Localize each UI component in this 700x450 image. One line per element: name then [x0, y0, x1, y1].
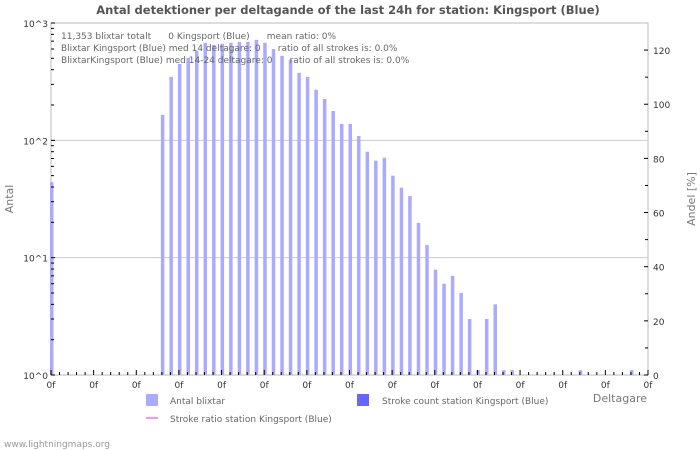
bar — [348, 123, 352, 375]
x-tick-label: 0f — [345, 381, 355, 391]
bar — [408, 196, 412, 375]
bar — [331, 110, 335, 376]
chart-title: Antal detektioner per deltagande of the … — [96, 3, 600, 17]
y2-tick-label: 60 — [653, 210, 665, 220]
y2-tick-label: 0 — [653, 372, 659, 382]
legend-label-antal-blixtar: Antal blixtar — [170, 397, 225, 407]
bar — [288, 59, 293, 375]
annotation-line-3: BlixtarKingsport (Blue) med 14-24 deltag… — [61, 56, 410, 66]
x-tick-label: 0f — [132, 381, 142, 391]
bar — [374, 160, 378, 375]
annotation-line-2: Blixtar Kingsport (Blue) med 14 deltagar… — [61, 44, 398, 54]
bar — [442, 283, 446, 375]
x-tick-label: 0f — [217, 381, 227, 391]
bar — [229, 42, 233, 376]
y2-tick-label: 120 — [653, 47, 670, 57]
bar — [357, 135, 361, 375]
x-tick-label: 0f — [388, 381, 398, 391]
bar — [271, 49, 276, 376]
bar — [425, 245, 429, 375]
bar — [450, 275, 455, 375]
y-tick-label: 10^0 — [23, 372, 48, 382]
legend-label-stroke-count: Stroke count station Kingsport (Blue) — [382, 397, 548, 407]
y2-tick-label: 40 — [653, 264, 665, 274]
bar — [433, 269, 438, 375]
bar — [476, 370, 480, 375]
legend-label-stroke-ratio: Stroke ratio station Kingsport (Blue) — [170, 415, 332, 425]
bar — [160, 114, 165, 375]
y2-tick-label: 100 — [653, 101, 670, 111]
bar — [502, 370, 506, 375]
annotation-line-1: 11,353 blixtar totalt 0 Kingsport (Blue)… — [61, 32, 337, 42]
bar — [339, 123, 344, 375]
bar — [280, 55, 284, 375]
bar — [194, 50, 199, 375]
x-tick-label: 0f — [89, 381, 99, 391]
bar — [203, 42, 208, 376]
bar — [246, 41, 250, 375]
x-tick-label: 0f — [430, 381, 440, 391]
bar — [391, 175, 395, 375]
x-tick-label: 0f — [473, 381, 483, 391]
bar — [314, 89, 318, 376]
bar — [399, 187, 404, 375]
bar — [416, 222, 421, 375]
bar — [305, 76, 310, 375]
y-axis-label: Antal — [3, 185, 16, 214]
bar — [237, 41, 242, 375]
bar — [467, 319, 472, 375]
bar — [382, 157, 387, 375]
bar — [169, 76, 173, 375]
bar — [629, 370, 634, 375]
x-tick-label: 0f — [516, 381, 526, 391]
bar — [510, 370, 515, 375]
bar — [365, 151, 370, 375]
bar — [50, 182, 54, 375]
x-axis-label: Deltagare — [593, 392, 647, 405]
y2-tick-label: 20 — [653, 318, 665, 328]
bar — [578, 370, 583, 375]
x-tick-label: 0f — [47, 381, 57, 391]
x-tick-label: 0f — [260, 381, 270, 391]
bar — [220, 43, 225, 375]
x-tick-label: 0f — [174, 381, 184, 391]
bar — [186, 57, 190, 375]
x-tick-label: 0f — [601, 381, 611, 391]
legend-swatch-antal-blixtar — [146, 394, 158, 406]
bar — [484, 319, 489, 375]
bar — [177, 63, 182, 375]
bar — [459, 292, 463, 375]
bar — [254, 39, 259, 375]
legend-swatch-stroke-count — [357, 394, 369, 406]
footer-credit: www.lightningmaps.org — [4, 440, 110, 450]
bar — [493, 304, 497, 375]
y-tick-label: 10^3 — [23, 20, 48, 30]
bar — [297, 72, 301, 375]
y-tick-label: 10^2 — [23, 137, 48, 147]
bar — [212, 45, 216, 375]
x-tick-label: 0f — [302, 381, 312, 391]
y-tick-label: 10^1 — [23, 255, 48, 265]
bar — [263, 42, 267, 376]
x-tick-label: 0f — [558, 381, 568, 391]
y2-tick-label: 80 — [653, 155, 665, 165]
x-tick-label: 0f — [644, 381, 654, 391]
bar — [322, 99, 327, 375]
y2-axis-label: Andel [%] — [685, 172, 698, 226]
